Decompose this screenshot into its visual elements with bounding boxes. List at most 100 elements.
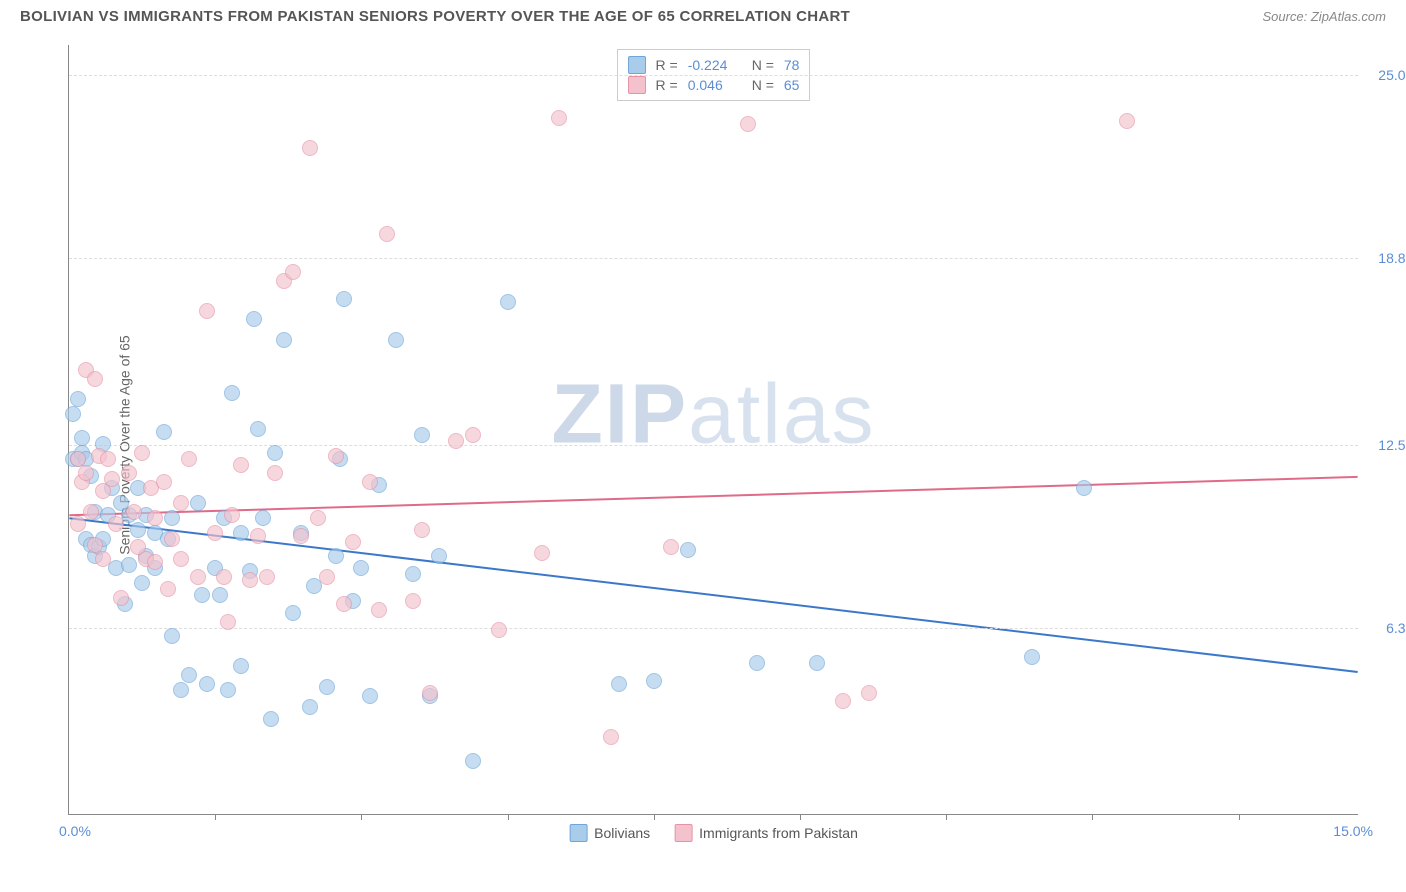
- data-point: [611, 676, 627, 692]
- gridline: [69, 445, 1358, 446]
- gridline: [69, 258, 1358, 259]
- data-point: [173, 551, 189, 567]
- data-point: [646, 673, 662, 689]
- y-tick-label: 12.5%: [1378, 437, 1406, 453]
- data-point: [87, 537, 103, 553]
- data-point: [190, 569, 206, 585]
- data-point: [285, 264, 301, 280]
- data-point: [491, 622, 507, 638]
- data-point: [100, 451, 116, 467]
- y-tick-label: 6.3%: [1386, 620, 1406, 636]
- data-point: [267, 445, 283, 461]
- data-point: [130, 522, 146, 538]
- data-point: [134, 575, 150, 591]
- data-point: [108, 516, 124, 532]
- data-point: [465, 427, 481, 443]
- data-point: [181, 667, 197, 683]
- data-point: [134, 445, 150, 461]
- data-point: [78, 465, 94, 481]
- data-point: [414, 522, 430, 538]
- data-point: [250, 421, 266, 437]
- data-point: [194, 587, 210, 603]
- data-point: [173, 682, 189, 698]
- data-point: [663, 539, 679, 555]
- data-point: [267, 465, 283, 481]
- data-point: [121, 465, 137, 481]
- data-point: [328, 548, 344, 564]
- y-tick-label: 25.0%: [1378, 67, 1406, 83]
- data-point: [551, 110, 567, 126]
- data-point: [302, 140, 318, 156]
- data-point: [160, 581, 176, 597]
- gridline: [69, 628, 1358, 629]
- data-point: [147, 510, 163, 526]
- data-point: [302, 699, 318, 715]
- legend-item: Immigrants from Pakistan: [674, 824, 858, 842]
- x-tick: [946, 814, 947, 820]
- x-tick: [1239, 814, 1240, 820]
- x-tick: [215, 814, 216, 820]
- data-point: [70, 516, 86, 532]
- legend-label: Immigrants from Pakistan: [699, 825, 858, 841]
- data-point: [224, 507, 240, 523]
- data-point: [70, 451, 86, 467]
- data-point: [121, 557, 137, 573]
- data-point: [422, 685, 438, 701]
- data-point: [405, 566, 421, 582]
- data-point: [414, 427, 430, 443]
- data-point: [255, 510, 271, 526]
- legend-label: Bolivians: [594, 825, 650, 841]
- chart-header: BOLIVIAN VS IMMIGRANTS FROM PAKISTAN SEN…: [0, 0, 1406, 29]
- corr-n-label: N =: [752, 77, 774, 93]
- legend-swatch: [628, 56, 646, 74]
- corr-n-value: 78: [784, 57, 800, 73]
- data-point: [740, 116, 756, 132]
- gridline: [69, 75, 1358, 76]
- data-point: [147, 554, 163, 570]
- x-tick: [1092, 814, 1093, 820]
- data-point: [250, 528, 266, 544]
- plot-area: ZIPatlas R = -0.224 N = 78 R = 0.046 N =…: [68, 45, 1358, 815]
- data-point: [809, 655, 825, 671]
- data-point: [379, 226, 395, 242]
- data-point: [199, 676, 215, 692]
- data-point: [173, 495, 189, 511]
- data-point: [242, 572, 258, 588]
- data-point: [293, 528, 309, 544]
- corr-r-value: -0.224: [688, 57, 742, 73]
- data-point: [345, 534, 361, 550]
- data-point: [216, 569, 232, 585]
- corr-n-value: 65: [784, 77, 800, 93]
- data-point: [749, 655, 765, 671]
- data-point: [362, 688, 378, 704]
- data-point: [246, 311, 262, 327]
- data-point: [861, 685, 877, 701]
- data-point: [164, 531, 180, 547]
- data-point: [1119, 113, 1135, 129]
- legend-swatch: [674, 824, 692, 842]
- x-tick: [508, 814, 509, 820]
- data-point: [336, 291, 352, 307]
- data-point: [371, 602, 387, 618]
- data-point: [126, 504, 142, 520]
- data-point: [207, 525, 223, 541]
- data-point: [83, 504, 99, 520]
- data-point: [680, 542, 696, 558]
- data-point: [233, 658, 249, 674]
- data-point: [353, 560, 369, 576]
- data-point: [388, 332, 404, 348]
- data-point: [263, 711, 279, 727]
- data-point: [500, 294, 516, 310]
- data-point: [65, 406, 81, 422]
- x-tick: [800, 814, 801, 820]
- corr-r-label: R =: [656, 57, 678, 73]
- chart-source: Source: ZipAtlas.com: [1262, 9, 1386, 24]
- data-point: [87, 371, 103, 387]
- data-point: [448, 433, 464, 449]
- corr-r-label: R =: [656, 77, 678, 93]
- corr-n-label: N =: [752, 57, 774, 73]
- x-tick: [654, 814, 655, 820]
- data-point: [362, 474, 378, 490]
- data-point: [70, 391, 86, 407]
- correlation-row: R = 0.046 N = 65: [628, 75, 800, 95]
